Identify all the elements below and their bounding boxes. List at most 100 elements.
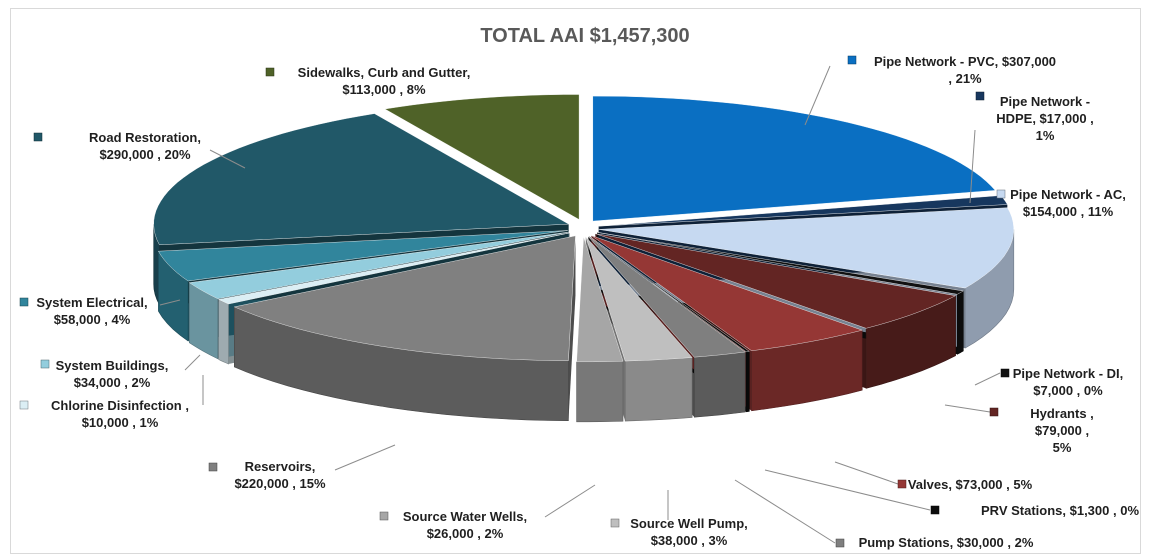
data-label-reservoirs: Reservoirs, $220,000 , 15% — [208, 459, 326, 491]
data-label-road-restoration: Road Restoration, $290,000 , 20% — [33, 130, 201, 162]
data-label-line: Sidewalks, Curb and Gutter, — [298, 65, 471, 80]
data-label-pipe-network-ac: Pipe Network - AC, $154,000 , 11% — [996, 187, 1126, 219]
leader-line-source-water-wells — [544, 484, 596, 518]
data-labels: Pipe Network - PVC, $307,000, 21%Pipe Ne… — [19, 54, 1139, 550]
data-label-hydrants: Hydrants , $79,000 , 5% — [989, 406, 1094, 455]
legend-key-hydrants — [989, 407, 999, 417]
legend-key-system-electrical — [19, 297, 29, 307]
chart-title: TOTAL AAI $1,457,300 — [480, 25, 689, 47]
leader-line-reservoirs — [334, 444, 396, 471]
leader-line-valves — [834, 461, 899, 485]
data-label-pipe-network-hdpe: Pipe Network - HDPE, $17,000 , 1% — [975, 91, 1094, 143]
slice-chlorine-disinfection — [217, 232, 570, 305]
data-label-line: Chlorine Disinfection , — [51, 398, 189, 413]
data-label-prv-stations: PRV Stations, $1,300 , 0% — [930, 503, 1139, 518]
data-label-line: $220,000 , 15% — [234, 476, 326, 491]
pie-tops — [153, 94, 1014, 362]
legend-key-pipe-network-di — [1000, 368, 1010, 378]
legend-key-sidewalks-curb-and-gutter — [265, 67, 275, 77]
data-label-line: HDPE, $17,000 , — [996, 111, 1094, 126]
leader-line-prv-stations — [764, 469, 931, 511]
leader-line-hydrants — [944, 404, 991, 413]
data-label-line: Valves, $73,000 , 5% — [908, 477, 1033, 492]
data-label-line: Pipe Network - AC, — [1010, 187, 1126, 202]
leader-lines — [159, 65, 1001, 544]
slice-side-chlorine-disinfection — [218, 299, 229, 365]
slice-side-source-well-pump — [624, 357, 693, 422]
data-label-line: Road Restoration, — [89, 130, 201, 145]
leader-line-pipe-network-di — [974, 372, 1001, 386]
data-label-line: Reservoirs, — [245, 459, 316, 474]
chart-frame — [10, 8, 1141, 554]
slice-pipe-network-pvc — [592, 95, 996, 222]
legend-key-road-restoration — [33, 132, 43, 142]
data-label-valves: Valves, $73,000 , 5% — [897, 477, 1033, 492]
data-label-line: 5% — [1053, 440, 1072, 455]
slice-reservoirs — [233, 235, 576, 361]
data-label-line: Hydrants , — [1030, 406, 1094, 421]
legend-key-source-water-wells — [379, 511, 389, 521]
data-label-line: PRV Stations, $1,300 , 0% — [981, 503, 1139, 518]
legend-key-chlorine-disinfection — [19, 400, 29, 410]
data-label-system-electrical: System Electrical, $58,000 , 4% — [19, 295, 148, 327]
slice-side-pump-stations — [694, 351, 746, 418]
leader-line-pump-stations — [734, 479, 836, 544]
legend-key-source-well-pump — [610, 518, 620, 528]
legend-key-pipe-network-ac — [996, 189, 1006, 199]
slice-pipe-network-ac — [598, 207, 1014, 289]
legend-key-reservoirs — [208, 462, 218, 472]
legend-key-valves — [897, 479, 907, 489]
data-label-chlorine-disinfection: Chlorine Disinfection , $10,000 , 1% — [19, 398, 189, 430]
slice-system-electrical — [158, 230, 568, 282]
slice-sidewalks-curb-and-gutter — [384, 94, 580, 220]
slice-pump-stations — [587, 236, 746, 358]
data-label-pump-stations: Pump Stations, $30,000 , 2% — [835, 535, 1034, 550]
data-label-line: 1% — [1036, 128, 1055, 143]
data-label-line: Pump Stations, $30,000 , 2% — [859, 535, 1034, 550]
data-label-sidewalks-curb-and-gutter: Sidewalks, Curb and Gutter, $113,000 , 8% — [265, 65, 471, 97]
data-label-line: $113,000 , 8% — [342, 82, 426, 97]
data-label-line: System Buildings, — [56, 358, 169, 373]
data-label-line: System Electrical, — [36, 295, 147, 310]
data-label-line: $79,000 , — [1035, 423, 1089, 438]
data-label-pipe-network-pvc: Pipe Network - PVC, $307,000 , 21% — [847, 54, 1056, 86]
slice-source-well-pump — [585, 236, 693, 362]
slice-side-pipe-network-di — [957, 290, 964, 355]
slice-source-water-wells — [576, 236, 624, 362]
data-label-line: $58,000 , 4% — [54, 312, 131, 327]
data-label-source-water-wells: Source Water Wells, $26,000 , 2% — [379, 509, 527, 541]
data-label-pipe-network-di: Pipe Network - DI, $7,000 , 0% — [1000, 366, 1124, 398]
leader-line-road-restoration — [209, 149, 246, 169]
data-label-line: Source Well Pump, — [630, 516, 748, 531]
slice-pipe-network-hdpe — [598, 195, 1008, 227]
slice-road-restoration — [153, 113, 570, 246]
data-label-line: $26,000 , 2% — [427, 526, 504, 541]
leader-line-pipe-network-hdpe — [969, 129, 976, 204]
data-label-system-buildings: System Buildings, $34,000 , 2% — [40, 358, 169, 390]
legend-key-pipe-network-hdpe — [975, 91, 985, 101]
legend-key-pump-stations — [835, 538, 845, 548]
slice-prv-stations — [588, 235, 750, 353]
leader-line-system-buildings — [184, 354, 201, 371]
slice-hydrants — [595, 233, 957, 329]
legend-key-system-buildings — [40, 359, 50, 369]
data-label-line: Pipe Network - — [1000, 94, 1090, 109]
slice-side-source-water-wells — [576, 360, 624, 423]
leader-line-pipe-network-pvc — [804, 65, 831, 126]
slice-pipe-network-di — [596, 232, 964, 295]
data-label-line: Pipe Network - DI, — [1013, 366, 1124, 381]
legend-key-prv-stations — [930, 505, 940, 515]
legend-key-pipe-network-pvc — [847, 55, 857, 65]
slice-side-prv-stations — [745, 351, 750, 413]
data-label-line: $10,000 , 1% — [82, 415, 159, 430]
data-label-line: $34,000 , 2% — [74, 375, 151, 390]
slice-system-buildings — [188, 231, 569, 300]
data-label-line: $7,000 , 0% — [1033, 383, 1103, 398]
slice-valves — [591, 235, 863, 352]
data-label-line: $154,000 , 11% — [1023, 204, 1114, 219]
data-label-line: Pipe Network - PVC, $307,000 — [874, 54, 1056, 69]
data-label-source-well-pump: Source Well Pump, $38,000 , 3% — [610, 516, 748, 548]
data-label-line: Source Water Wells, — [403, 509, 527, 524]
data-label-line: $38,000 , 3% — [651, 533, 728, 548]
